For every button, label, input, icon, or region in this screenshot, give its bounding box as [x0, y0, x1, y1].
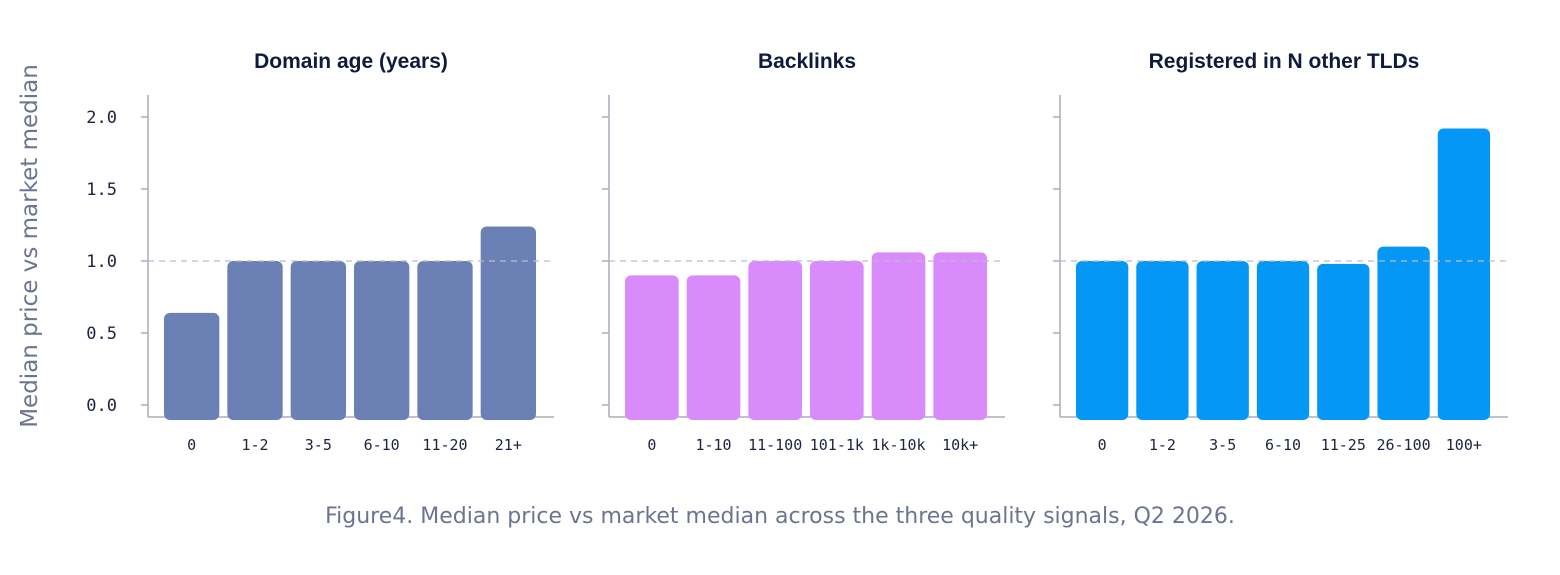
x-tick-label: 6-10 [364, 436, 400, 454]
chart-title: Registered in N other TLDs [1149, 50, 1420, 73]
chart-panel-3: Registered in N other TLDs 0 1-2 3-5 6-10 11-… [1053, 50, 1508, 454]
x-tick-label: 0 [187, 436, 196, 454]
x-tick-label: 3-5 [1209, 436, 1236, 454]
bar [417, 261, 473, 420]
x-tick-label: 10k+ [942, 436, 978, 454]
chart-panel-2: Backlinks 0 1-10 11-100 101-1k 1k-10k 10k+ [602, 50, 1005, 454]
x-tick-label: 3-5 [305, 436, 332, 454]
x-tick-label: 100+ [1446, 436, 1482, 454]
y-tick-label: 1.5 [86, 180, 117, 200]
x-tick-label: 11-20 [422, 436, 467, 454]
x-tick-label: 11-25 [1321, 436, 1366, 454]
bar [1317, 263, 1370, 420]
figure-caption: Figure4. Median price vs market median a… [325, 504, 1235, 529]
bar [1256, 261, 1310, 420]
bar [933, 252, 987, 420]
bar [686, 275, 741, 420]
y-tick-label: 0.0 [86, 396, 117, 416]
bar [290, 261, 346, 420]
x-tick-label: 101-1k [810, 436, 864, 454]
x-tick-label: 6-10 [1265, 436, 1301, 454]
bar [625, 275, 679, 420]
y-tick-label: 1.0 [86, 252, 117, 272]
x-tick-label: 1-2 [1149, 436, 1176, 454]
y-axis-label: Median price vs market median [17, 64, 43, 428]
x-tick-label: 1-10 [695, 436, 731, 454]
chart-title: Backlinks [758, 50, 856, 73]
bar [748, 261, 802, 420]
x-tick-label: 1-2 [241, 436, 268, 454]
x-tick-label: 0 [647, 436, 656, 454]
chart-panel-1: Domain age (years) 0.0 0.5 1.0 1.5 2.0 0 1-2 3-5… [86, 50, 554, 454]
x-tick-label: 1k-10k [871, 436, 925, 454]
x-tick-label: 11-100 [748, 436, 802, 454]
bar [164, 312, 220, 420]
bar [810, 261, 864, 420]
bar [1136, 261, 1189, 420]
y-tick-label: 2.0 [86, 108, 117, 128]
bar [480, 226, 536, 420]
x-tick-label: 21+ [495, 436, 522, 454]
bar [1076, 261, 1129, 420]
bar [1437, 128, 1490, 420]
x-tick-label: 26-100 [1376, 436, 1430, 454]
bar [354, 261, 410, 420]
bar [1377, 246, 1430, 420]
x-tick-label: 0 [1098, 436, 1107, 454]
chart-title: Domain age (years) [254, 50, 448, 73]
bar [227, 261, 283, 420]
bar [871, 252, 926, 420]
y-tick-label: 0.5 [86, 324, 117, 344]
bar [1196, 261, 1249, 420]
